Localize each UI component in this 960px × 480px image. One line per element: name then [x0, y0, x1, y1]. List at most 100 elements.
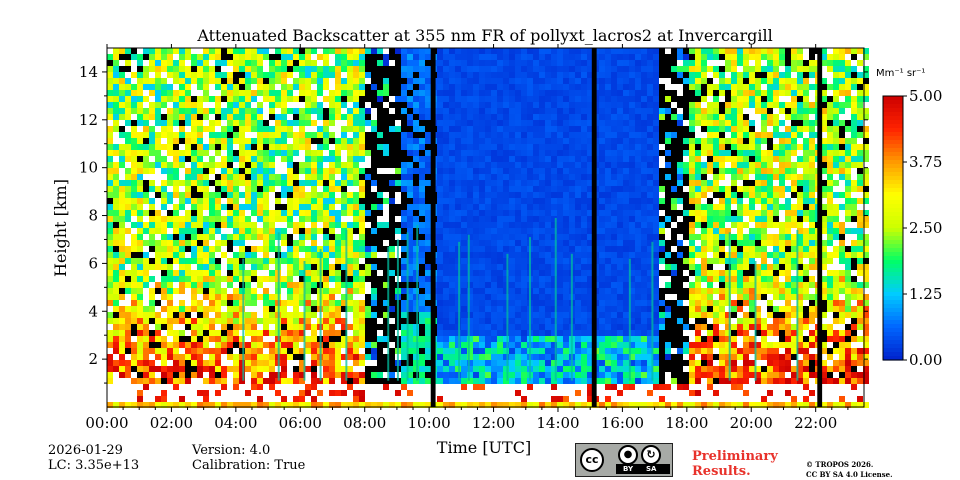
heatmap-cell [233, 342, 239, 348]
heatmap-cell [551, 294, 557, 300]
heatmap-cell [521, 318, 527, 324]
heatmap-cell [455, 312, 461, 318]
heatmap-cell [257, 270, 263, 276]
heatmap-cell [179, 174, 185, 180]
heatmap-cell [347, 348, 353, 354]
heatmap-cell [473, 234, 479, 240]
heatmap-cell [443, 294, 449, 300]
heatmap-cell [191, 222, 197, 228]
heatmap-cell [443, 72, 449, 78]
heatmap-cell [503, 228, 509, 234]
heatmap-cell [323, 90, 329, 96]
heatmap-cell [419, 300, 425, 306]
heatmap-cell [443, 306, 449, 312]
heatmap-cell [269, 384, 275, 390]
heatmap-cell [365, 210, 371, 216]
heatmap-cell [515, 300, 521, 306]
heatmap-cell [497, 300, 503, 306]
heatmap-cell [491, 300, 497, 306]
heatmap-cell [485, 180, 491, 186]
heatmap-cell [233, 126, 239, 132]
heatmap-cell [281, 390, 287, 396]
heatmap-cell [413, 330, 419, 336]
heatmap-cell [383, 102, 389, 108]
heatmap-cell [497, 54, 503, 60]
heatmap-cell [227, 396, 233, 402]
heatmap-cell [461, 60, 467, 66]
heatmap-cell [311, 204, 317, 210]
heatmap-cell [227, 270, 233, 276]
heatmap-cell [551, 324, 557, 330]
heatmap-cell [413, 150, 419, 156]
heatmap-cell [575, 204, 581, 210]
heatmap-cell [173, 144, 179, 150]
heatmap-cell [239, 138, 245, 144]
heatmap-cell [281, 66, 287, 72]
heatmap-cell [287, 276, 293, 282]
heatmap-cell [563, 246, 569, 252]
heatmap-cell [533, 222, 539, 228]
heatmap-cell [491, 258, 497, 264]
heatmap-cell [179, 234, 185, 240]
heatmap-cell [179, 72, 185, 78]
heatmap-cell [299, 360, 305, 366]
heatmap-cell [143, 330, 149, 336]
heatmap-cell [425, 246, 431, 252]
heatmap-cell [467, 108, 473, 114]
heatmap-cell [233, 330, 239, 336]
heatmap-cell [461, 294, 467, 300]
heatmap-cell [599, 78, 605, 84]
heatmap-cell [419, 336, 425, 342]
heatmap-cell [125, 186, 131, 192]
heatmap-cell [425, 72, 431, 78]
heatmap-cell [443, 384, 449, 390]
heatmap-cell [365, 126, 371, 132]
heatmap-cell [551, 84, 557, 90]
heatmap-cell [323, 108, 329, 114]
heatmap-cell [365, 156, 371, 162]
heatmap-cell [467, 366, 473, 372]
heatmap-cell [563, 396, 569, 402]
heatmap-cell [347, 144, 353, 150]
heatmap-cell [251, 204, 257, 210]
heatmap-cell [599, 132, 605, 138]
heatmap-cell [167, 168, 173, 174]
heatmap-cell [413, 180, 419, 186]
heatmap-cell [329, 354, 335, 360]
heatmap-cell [107, 156, 113, 162]
heatmap-cell [437, 60, 443, 66]
heatmap-cell [233, 396, 239, 402]
heatmap-cell [401, 156, 407, 162]
heatmap-cell [407, 354, 413, 360]
heatmap-cell [569, 384, 575, 390]
heatmap-cell [293, 66, 299, 72]
heatmap-cell [389, 198, 395, 204]
heatmap-cell [473, 114, 479, 120]
heatmap-cell [137, 156, 143, 162]
heatmap-cell [203, 234, 209, 240]
heatmap-cell [323, 240, 329, 246]
heatmap-cell [161, 54, 167, 60]
heatmap-cell [173, 102, 179, 108]
heatmap-cell [233, 354, 239, 360]
heatmap-cell [185, 312, 191, 318]
heatmap-cell [509, 162, 515, 168]
heatmap-cell [155, 300, 161, 306]
heatmap-cell [317, 126, 323, 132]
heatmap-cell [491, 276, 497, 282]
heatmap-cell [299, 384, 305, 390]
heatmap-cell [581, 72, 587, 78]
heatmap-cell [185, 168, 191, 174]
heatmap-cell [179, 198, 185, 204]
heatmap-cell [545, 390, 551, 396]
heatmap-cell [149, 192, 155, 198]
heatmap-cell [215, 60, 221, 66]
heatmap-cell [227, 138, 233, 144]
heatmap-cell [347, 330, 353, 336]
heatmap-cell [341, 150, 347, 156]
heatmap-cell [161, 354, 167, 360]
heatmap-cell [587, 270, 593, 276]
heatmap-cell [437, 348, 443, 354]
heatmap-cell [425, 222, 431, 228]
heatmap-cell [407, 294, 413, 300]
